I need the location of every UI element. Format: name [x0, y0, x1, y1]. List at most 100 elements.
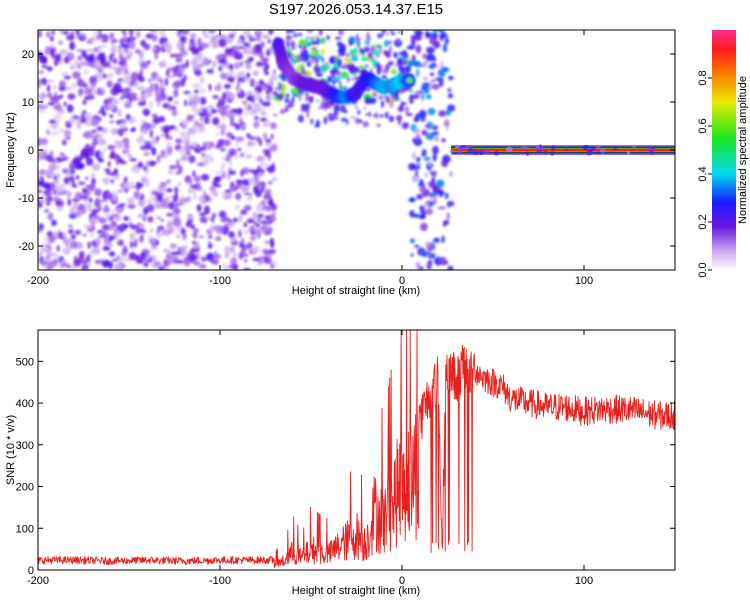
spectrogram-cell — [114, 216, 122, 222]
spectrogram-cell — [105, 74, 110, 78]
spectrogram-cell — [170, 256, 180, 261]
spectrogram-cell — [427, 248, 431, 258]
spectrogram-cell — [155, 204, 163, 209]
spectrogram-cell — [252, 81, 261, 85]
spectrogram-cell — [264, 240, 269, 244]
spectrogram-cell — [404, 53, 409, 59]
spectrogram-cell — [256, 36, 261, 42]
spectrogram-cell — [123, 176, 128, 184]
spectrogram-cell — [393, 94, 400, 96]
spectrogram-cell — [84, 95, 91, 101]
spectrogram-cell — [196, 182, 200, 187]
spectrogram-cell — [53, 179, 60, 184]
spectrogram-cell — [370, 45, 376, 53]
spectrogram-cell — [50, 183, 54, 190]
spectrogram-cell — [38, 109, 47, 114]
spectrogram-cell — [550, 151, 554, 156]
spectrogram-cell — [199, 57, 204, 66]
spectrogram-cell — [454, 144, 460, 149]
spectrogram-cell — [396, 37, 401, 43]
spectrogram-cell — [582, 144, 590, 150]
spectrogram-cell — [384, 39, 389, 48]
spectrogram-cell — [180, 246, 187, 256]
spectrogram-cell — [225, 62, 230, 69]
spectrogram-cell — [448, 75, 454, 81]
spectrogram-ylabel: Frequency (Hz) — [5, 112, 17, 188]
spectrogram-cell — [386, 96, 392, 100]
spectrogram-cell — [600, 148, 606, 153]
spectrogram-cell — [396, 114, 403, 122]
spectrogram-cell — [526, 151, 529, 156]
spectrogram-cell — [230, 47, 235, 52]
spectrogram-cell — [198, 88, 207, 94]
spectrogram-cell — [269, 237, 275, 246]
spectrogram-cell — [70, 64, 76, 71]
spectrogram-cell — [222, 264, 227, 270]
spectrogram-cell — [243, 42, 251, 48]
spectrogram-cell — [261, 35, 270, 39]
spectrogram-cell — [113, 88, 122, 94]
spectrogram-cell — [423, 85, 430, 94]
spectrogram-cell — [235, 89, 241, 94]
spectrogram-cell — [437, 30, 444, 33]
spectrogram-cell — [266, 218, 270, 224]
spectrogram-cell — [137, 191, 142, 200]
spectrogram-cell — [46, 31, 51, 38]
spectrogram-cell — [122, 137, 130, 145]
spectrogram-cell — [44, 209, 49, 213]
spectrogram-cell — [138, 50, 144, 59]
spectrogram-cell — [188, 180, 193, 184]
spectrogram-cell — [90, 48, 95, 52]
spectrogram-cell — [371, 97, 377, 100]
spectrogram-cell — [365, 35, 371, 41]
spectrogram-cell — [409, 210, 415, 218]
spectrogram-cell — [59, 152, 64, 157]
spectrogram-cell — [83, 69, 89, 75]
spectrogram-cell — [415, 156, 421, 162]
spectrogram-cell — [427, 107, 436, 116]
spectrogram-cell — [417, 138, 421, 142]
spectrogram-cell — [81, 49, 87, 58]
spectrogram-cell — [46, 66, 53, 72]
spectrogram-cell — [432, 198, 437, 205]
spectrogram-cell — [432, 32, 438, 40]
spectrogram-cell — [256, 156, 266, 160]
y-tick-label: 200 — [16, 482, 34, 494]
spectrogram-cell — [117, 128, 125, 137]
spectrogram-cell — [235, 204, 240, 211]
spectrogram-cell — [366, 86, 371, 92]
spectrogram-cell — [196, 187, 203, 192]
spectrogram-cell — [251, 95, 255, 104]
spectrogram-cell — [192, 94, 198, 99]
spectrogram-cell — [255, 223, 260, 228]
spectrogram-cell — [224, 189, 231, 193]
spectrogram-cell — [362, 121, 369, 128]
spectrogram-cell — [163, 231, 171, 236]
spectrogram-cell — [378, 95, 384, 100]
spectrogram-cell — [255, 174, 259, 183]
spectrogram-cell — [142, 108, 151, 117]
spectrogram-cell — [185, 30, 190, 35]
spectrogram-cell — [418, 266, 424, 270]
spectrogram-cell — [520, 146, 529, 150]
spectrogram-cell — [222, 229, 228, 236]
spectrogram-cell — [207, 240, 211, 244]
spectrogram-cell — [82, 131, 92, 139]
spectrogram-cell — [613, 148, 618, 151]
spectrogram-cell — [441, 235, 445, 244]
snr-panel: -200 -100 0 100 0 100 200 300 400 500 Height of … — [5, 329, 676, 597]
spectrogram-cell — [63, 56, 70, 64]
spectrogram-cell — [473, 149, 479, 156]
spectrogram-cell — [97, 199, 107, 203]
spectrogram-cell — [168, 164, 177, 170]
spectrogram-cell — [238, 251, 244, 260]
spectrogram-cell — [439, 256, 447, 266]
spectrogram-cell — [447, 265, 454, 270]
spectrogram-cell — [206, 69, 214, 74]
spectrogram-cell — [108, 65, 118, 70]
spectrogram-cell — [114, 140, 119, 144]
spectrogram-cell — [221, 114, 225, 122]
spectrogram-cell — [53, 165, 61, 170]
spectrogram-cell — [365, 113, 368, 117]
